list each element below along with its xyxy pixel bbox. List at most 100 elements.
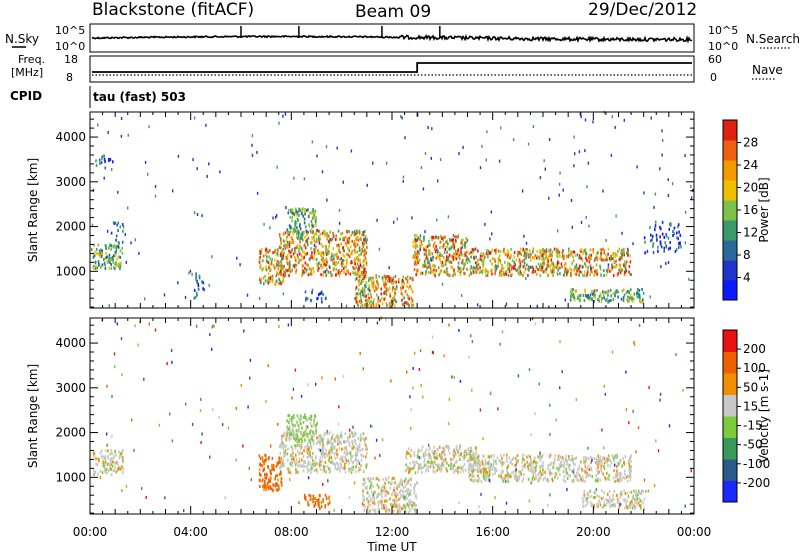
range-gate-cell <box>504 253 507 256</box>
range-gate-cell <box>474 462 476 466</box>
range-gate-cell <box>497 249 500 253</box>
range-gate-cell <box>484 472 486 476</box>
range-gate-cell <box>362 253 365 257</box>
range-gate-cell <box>313 270 315 274</box>
range-gate-cell <box>542 263 544 267</box>
range-gate-cell <box>274 250 276 254</box>
range-gate-cell <box>627 461 630 464</box>
range-gate-cell <box>258 454 261 458</box>
range-gate-cell <box>462 243 464 247</box>
range-gate-cell <box>475 468 477 472</box>
range-gate-cell <box>274 482 277 486</box>
range-gate-cell <box>380 287 383 291</box>
range-gate-cell <box>295 444 297 448</box>
range-gate-cell <box>349 245 352 249</box>
range-gate-cell <box>295 271 297 275</box>
range-gate-cell <box>339 237 341 241</box>
noise-cell <box>548 138 551 141</box>
noise-cell <box>191 272 193 276</box>
noise-cell <box>291 396 293 400</box>
range-gate-cell <box>626 474 629 478</box>
range-gate-cell <box>557 261 560 265</box>
noise-cell <box>614 463 616 467</box>
range-gate-cell <box>258 468 261 472</box>
range-gate-cell <box>522 457 524 461</box>
noise-cell <box>659 392 662 396</box>
range-gate-cell <box>440 253 442 257</box>
range-gate-cell <box>587 255 590 259</box>
noise-cell <box>105 432 108 436</box>
range-gate-cell <box>295 220 298 224</box>
range-gate-cell <box>351 231 354 235</box>
range-gate-cell <box>472 479 474 483</box>
range-gate-cell <box>547 261 550 265</box>
range-gate-cell <box>501 266 503 270</box>
range-gate-cell <box>582 252 584 256</box>
range-gate-cell <box>481 269 484 272</box>
range-gate-cell <box>422 263 424 267</box>
range-gate-cell <box>122 229 124 233</box>
range-gate-cell <box>284 451 287 455</box>
range-gate-cell <box>429 243 431 247</box>
range-gate-cell <box>309 298 312 302</box>
range-gate-cell <box>353 434 356 438</box>
range-gate-cell <box>443 450 445 453</box>
noise-cell <box>650 116 652 120</box>
range-gate-cell <box>595 457 598 461</box>
range-gate-cell <box>122 225 125 229</box>
noise-cell <box>654 223 657 227</box>
range-gate-cell <box>310 269 312 273</box>
range-gate-cell <box>463 253 466 257</box>
range-gate-cell <box>272 251 274 255</box>
range-gate-cell <box>665 245 668 249</box>
range-gate-cell <box>486 274 489 277</box>
range-gate-cell <box>350 458 352 462</box>
range-gate-cell <box>296 253 299 257</box>
range-gate-cell <box>417 261 419 265</box>
range-gate-cell <box>281 461 284 465</box>
range-gate-cell <box>417 462 420 466</box>
range-gate-cell <box>338 447 341 451</box>
noise-cell <box>338 405 340 409</box>
range-gate-cell <box>354 244 357 248</box>
range-gate-cell <box>668 227 671 231</box>
range-gate-cell <box>324 455 326 459</box>
range-gate-cell <box>294 220 296 224</box>
range-gate-cell <box>473 454 475 458</box>
range-gate-cell <box>297 234 300 238</box>
range-gate-cell <box>494 272 496 276</box>
range-gate-cell <box>637 295 640 299</box>
range-gate-cell <box>360 265 363 269</box>
range-gate-cell <box>469 450 472 454</box>
range-gate-cell <box>630 273 632 276</box>
noise-cell <box>313 243 316 247</box>
range-gate-cell <box>287 427 290 431</box>
range-gate-cell <box>367 303 369 307</box>
range-gate-cell <box>470 255 472 259</box>
range-gate-cell <box>537 479 539 483</box>
range-gate-cell <box>465 245 467 249</box>
range-gate-cell <box>311 223 313 227</box>
range-gate-cell <box>304 266 306 270</box>
range-gate-cell <box>365 259 368 263</box>
range-gate-cell <box>301 247 303 251</box>
range-gate-cell <box>585 499 588 503</box>
range-gate-cell <box>619 476 621 480</box>
range-gate-cell <box>596 256 599 260</box>
range-gate-cell <box>284 445 286 449</box>
range-gate-cell <box>620 490 623 494</box>
range-gate-cell <box>292 252 295 256</box>
range-gate-cell <box>582 459 585 462</box>
range-gate-cell <box>314 424 317 428</box>
range-gate-cell <box>280 444 282 448</box>
range-gate-cell <box>409 454 412 458</box>
range-gate-cell <box>500 460 503 464</box>
range-gate-cell <box>572 259 575 263</box>
range-gate-cell <box>372 281 375 285</box>
range-gate-cell <box>589 455 592 459</box>
range-gate-cell <box>385 499 387 503</box>
range-gate-cell <box>360 298 362 302</box>
range-gate-cell <box>596 468 598 472</box>
range-gate-cell <box>583 460 585 464</box>
noise-cell <box>141 487 143 491</box>
